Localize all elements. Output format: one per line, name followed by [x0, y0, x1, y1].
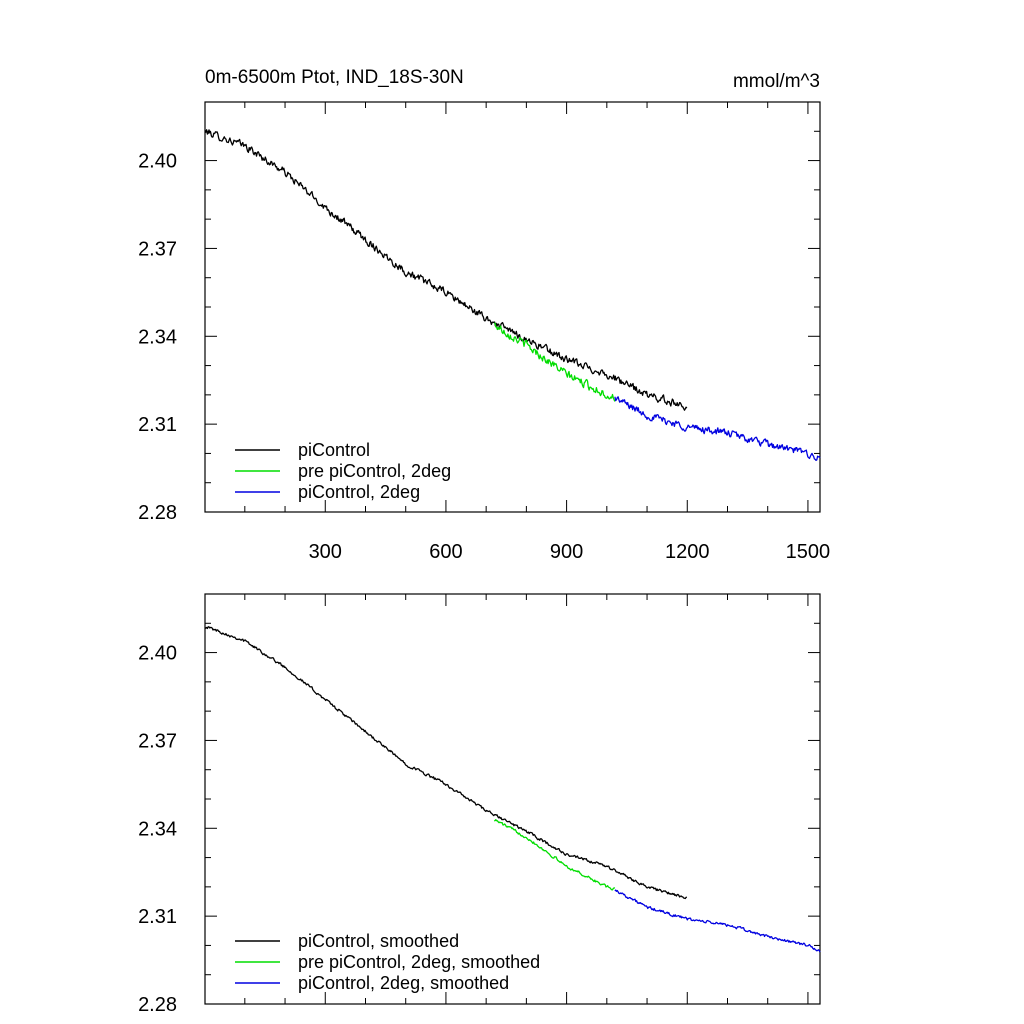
y-tick-label: 2.28 [138, 994, 177, 1016]
y-tick-label: 2.34 [138, 326, 177, 348]
legend-label: piControl [298, 440, 370, 460]
y-tick-label: 2.28 [138, 502, 177, 524]
y-tick-label: 2.37 [138, 238, 177, 260]
x-tick-label: 1200 [665, 541, 710, 563]
legend-label: piControl, 2deg, smoothed [298, 973, 509, 993]
legend-label: piControl, 2deg [298, 482, 420, 502]
y-tick-label: 2.31 [138, 906, 177, 928]
legend-label: piControl, smoothed [298, 931, 459, 951]
y-tick-label: 2.31 [138, 414, 177, 436]
x-tick-label: 900 [550, 541, 583, 563]
x-tick-label: 1500 [786, 541, 831, 563]
x-tick-label: 300 [309, 541, 342, 563]
series-line-1 [204, 626, 687, 900]
y-tick-label: 2.40 [138, 151, 177, 173]
units-label: mmol/m^3 [733, 71, 820, 92]
series-line-2 [494, 819, 616, 891]
legend-label: pre piControl, 2deg, smoothed [298, 952, 540, 972]
series-line-3 [614, 396, 821, 461]
series-line-3 [614, 889, 821, 953]
y-tick-label: 2.37 [138, 730, 177, 752]
series-line-1 [204, 129, 688, 411]
y-tick-label: 2.34 [138, 818, 177, 840]
legend-label: pre piControl, 2deg [298, 461, 451, 481]
x-tick-label: 600 [429, 541, 462, 563]
y-tick-label: 2.40 [138, 643, 177, 665]
top-panel: 2.28 2.31 2.34 2.37 2.40 300 600 900 1200 1500 piC… [138, 101, 831, 563]
chart-title: 0m-6500m Ptot, IND_18S-30N [205, 67, 464, 88]
series-line-2 [493, 322, 616, 402]
